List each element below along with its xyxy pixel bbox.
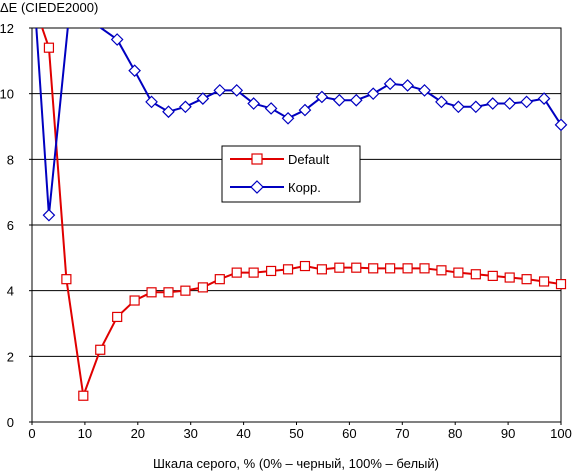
gridlines xyxy=(32,27,561,423)
data-point-corr xyxy=(469,100,483,114)
data-point-corr xyxy=(315,90,329,104)
data-point-default xyxy=(197,282,208,293)
x-axis-title: Шкала серого, % (0% – черный, 100% – бел… xyxy=(153,456,439,471)
data-point-default xyxy=(402,263,413,274)
data-point-default xyxy=(214,274,225,285)
data-point-corr xyxy=(401,79,414,92)
data-point-default xyxy=(282,264,294,275)
data-point-default xyxy=(504,272,515,283)
markers-default xyxy=(43,42,567,401)
legend: Default Корр. xyxy=(221,145,361,203)
data-point-default xyxy=(43,42,55,53)
data-point-corr xyxy=(333,93,346,107)
data-point-default xyxy=(299,260,311,272)
x-tick-label: 20 xyxy=(131,426,145,441)
x-tick-label: 80 xyxy=(448,426,462,441)
data-point-corr xyxy=(162,105,175,119)
data-point-corr xyxy=(503,97,517,110)
data-point-corr xyxy=(213,84,227,97)
data-point-default xyxy=(538,276,550,287)
data-point-default xyxy=(146,287,157,298)
markers-corr xyxy=(42,33,568,222)
y-tick-label: 10 xyxy=(0,87,14,102)
data-point-default xyxy=(78,390,89,401)
data-point-corr xyxy=(537,92,551,105)
x-tick-label: 30 xyxy=(183,426,197,441)
x-tick-label: 0 xyxy=(28,426,35,441)
data-point-default xyxy=(163,287,174,298)
data-point-corr xyxy=(128,64,141,78)
data-point-corr xyxy=(264,102,278,115)
data-point-default xyxy=(61,274,72,285)
x-tick-labels: 0 10 20 30 40 50 60 70 80 90 100 xyxy=(28,422,572,441)
data-point-corr xyxy=(110,33,124,46)
data-point-default xyxy=(231,267,242,278)
data-point-default xyxy=(436,265,447,276)
x-tick-label: 40 xyxy=(236,426,250,441)
data-point-corr xyxy=(452,100,465,114)
data-point-corr xyxy=(435,95,448,109)
series-line-default xyxy=(41,28,561,397)
x-tick-label: 70 xyxy=(395,426,409,441)
data-point-default xyxy=(351,262,362,273)
data-point-default xyxy=(470,269,481,280)
data-point-corr xyxy=(196,92,210,105)
data-point-default xyxy=(419,263,430,274)
data-point-default xyxy=(368,263,379,274)
y-tick-label: 0 xyxy=(7,415,14,430)
x-tick-label: 90 xyxy=(501,426,515,441)
data-point-corr xyxy=(298,103,312,117)
data-point-default xyxy=(555,279,567,290)
data-point-default xyxy=(487,270,498,281)
data-point-default xyxy=(453,267,464,278)
data-point-default xyxy=(316,264,327,275)
series-layer xyxy=(35,28,568,401)
data-point-corr xyxy=(554,118,568,132)
data-point-corr xyxy=(281,111,295,125)
data-point-corr xyxy=(230,84,244,97)
data-point-default xyxy=(521,274,532,285)
x-tick-label: 10 xyxy=(78,426,92,441)
y-tick-label: 12 xyxy=(0,21,14,36)
y-axis-title: ΔE (CIEDE2000) xyxy=(0,0,98,15)
x-tick-label: 100 xyxy=(550,426,572,441)
y-tick-label: 2 xyxy=(7,349,14,364)
data-point-default xyxy=(112,311,123,323)
data-point-default xyxy=(180,285,191,296)
data-point-default xyxy=(95,344,106,355)
data-point-corr xyxy=(42,208,56,222)
y-tick-labels: 0 2 4 6 8 10 12 xyxy=(0,21,32,430)
x-tick-label: 60 xyxy=(342,426,356,441)
y-tick-label: 4 xyxy=(7,284,14,299)
data-point-default xyxy=(334,262,345,273)
data-point-corr xyxy=(179,100,192,114)
data-point-corr xyxy=(145,95,158,109)
data-point-corr xyxy=(247,97,260,110)
legend-marker-corr xyxy=(250,180,264,194)
data-point-corr xyxy=(520,95,533,109)
data-point-corr xyxy=(383,77,397,91)
data-point-corr xyxy=(418,84,431,97)
legend-label-corr: Корр. xyxy=(288,180,321,195)
legend-marker-default xyxy=(251,153,263,165)
legend-label-default: Default xyxy=(288,152,330,167)
data-point-corr xyxy=(366,87,380,101)
series-default xyxy=(41,28,561,397)
data-point-default xyxy=(266,265,277,277)
y-tick-label: 8 xyxy=(7,152,14,167)
legend-box xyxy=(221,145,361,203)
data-point-corr xyxy=(486,97,500,110)
data-point-default xyxy=(129,295,140,306)
data-point-corr xyxy=(349,93,363,107)
x-tick-label: 50 xyxy=(289,426,303,441)
data-point-default xyxy=(385,263,396,274)
y-tick-label: 6 xyxy=(7,218,14,233)
data-point-default xyxy=(248,267,259,278)
